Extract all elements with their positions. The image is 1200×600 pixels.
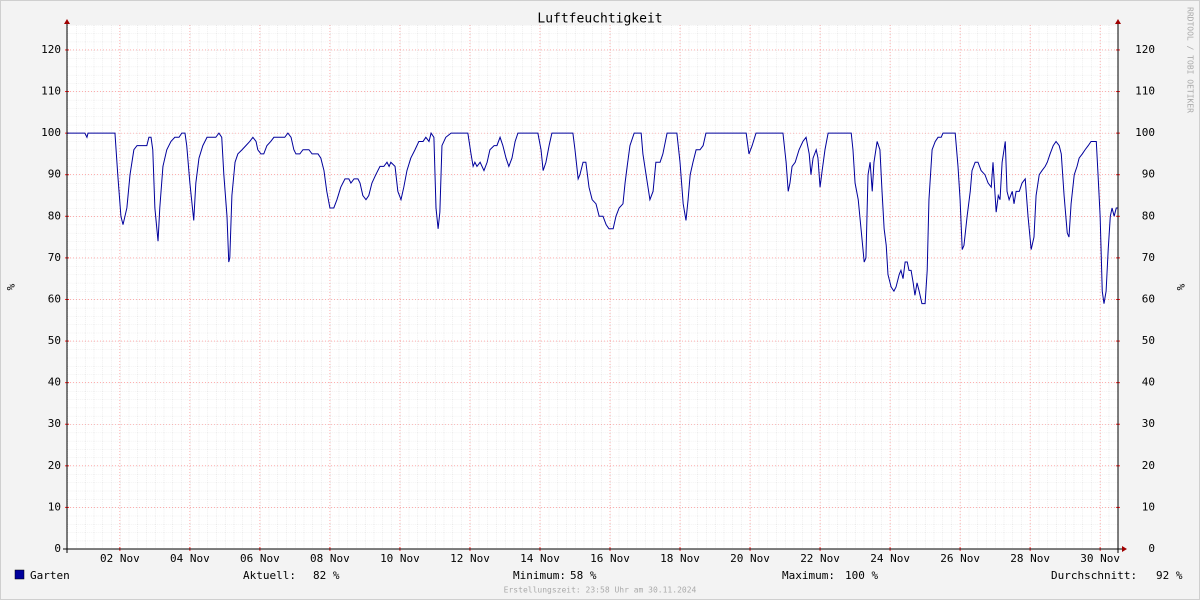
y-tick-label: 10 — [1142, 500, 1155, 513]
legend-label: Garten — [30, 569, 70, 582]
y-tick-label: 30 — [48, 417, 61, 430]
legend-swatch — [14, 569, 25, 580]
y-tick-label: 0 — [1148, 542, 1155, 555]
x-tick-label: 24 Nov — [870, 552, 910, 565]
stat-label: Minimum: — [513, 569, 566, 582]
watermark: RRDTOOL / TOBI OETIKER — [1186, 7, 1195, 113]
x-tick-label: 14 Nov — [520, 552, 560, 565]
x-tick-label: 02 Nov — [100, 552, 140, 565]
x-tick-label: 22 Nov — [800, 552, 840, 565]
axis-arrow — [1115, 19, 1121, 24]
y-tick-label: 70 — [1142, 251, 1155, 264]
y-axis-label: % — [4, 284, 17, 291]
y-tick-label: 20 — [48, 459, 61, 472]
footer: Erstellungszeit: 23:58 Uhr am 30.11.2024 — [504, 586, 697, 595]
y-tick-label: 110 — [1135, 85, 1155, 98]
y-tick-label: 30 — [1142, 417, 1155, 430]
y-tick-label: 50 — [48, 334, 61, 347]
data-line — [67, 131, 1118, 305]
stat-value: 58 % — [570, 569, 597, 582]
stat-value: 92 % — [1156, 569, 1183, 582]
y-tick-label: 100 — [1135, 126, 1155, 139]
x-tick-label: 12 Nov — [450, 552, 490, 565]
x-tick-label: 06 Nov — [240, 552, 280, 565]
x-tick-label: 08 Nov — [310, 552, 350, 565]
stat-value: 100 % — [845, 569, 878, 582]
y-tick-label: 0 — [54, 542, 61, 555]
chart-title: Luftfeuchtigkeit — [537, 12, 662, 27]
y-tick-label: 110 — [41, 85, 61, 98]
chart-layer — [65, 25, 1120, 551]
y-tick-label: 120 — [1135, 43, 1155, 56]
y-tick-label: 80 — [48, 209, 61, 222]
y-tick-label: 20 — [1142, 459, 1155, 472]
y-tick-label: 60 — [1142, 292, 1155, 305]
y-tick-label: 40 — [48, 376, 61, 389]
stat-label: Aktuell: — [243, 569, 296, 582]
x-tick-label: 18 Nov — [660, 552, 700, 565]
x-tick-label: 16 Nov — [590, 552, 630, 565]
y-tick-label: 60 — [48, 292, 61, 305]
stat-label: Maximum: — [782, 569, 835, 582]
y-tick-label: 10 — [48, 500, 61, 513]
x-tick-label: 10 Nov — [380, 552, 420, 565]
x-tick-label: 28 Nov — [1010, 552, 1050, 565]
x-tick-label: 26 Nov — [940, 552, 980, 565]
axis-arrow — [64, 19, 70, 24]
y-tick-label: 90 — [48, 168, 61, 181]
y-tick-label: 80 — [1142, 209, 1155, 222]
y-tick-label: 100 — [41, 126, 61, 139]
y-tick-label: 40 — [1142, 376, 1155, 389]
stat-label: Durchschnitt: — [1051, 569, 1137, 582]
y-tick-label: 70 — [48, 251, 61, 264]
y-tick-label: 120 — [41, 43, 61, 56]
x-tick-label: 04 Nov — [170, 552, 210, 565]
y-tick-label: 90 — [1142, 168, 1155, 181]
y-tick-label: 50 — [1142, 334, 1155, 347]
x-tick-label: 20 Nov — [730, 552, 770, 565]
axis-arrow — [1122, 546, 1127, 552]
minor-grid — [67, 25, 1118, 549]
y-axis-label: % — [1174, 284, 1187, 291]
x-tick-label: 30 Nov — [1080, 552, 1120, 565]
stat-value: 82 % — [313, 569, 340, 582]
